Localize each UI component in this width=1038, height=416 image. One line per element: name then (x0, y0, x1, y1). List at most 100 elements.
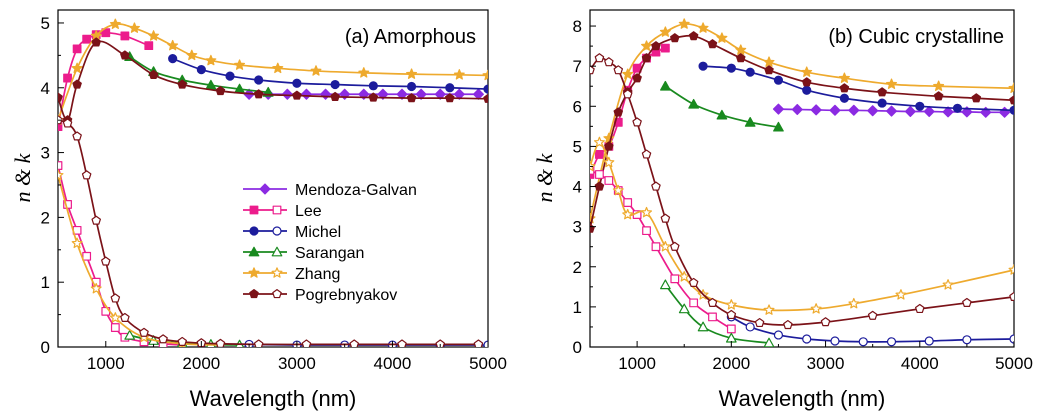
y-tick-label: 2 (573, 258, 582, 277)
y-tick-label: 6 (573, 97, 582, 116)
data-point-zhang-k (109, 312, 121, 323)
data-point-michel-n (802, 85, 812, 95)
data-point-pogrebnyakov-k (110, 293, 121, 303)
legend-marker-n (249, 205, 259, 215)
data-point-michel-k (1009, 334, 1014, 344)
data-point-lee-k (58, 161, 63, 170)
data-point-pogrebnyakov-n (736, 53, 746, 63)
data-point-mendoza-galvan-n (885, 105, 898, 117)
y-tick-label: 4 (41, 79, 50, 98)
data-point-michel-k (924, 336, 934, 346)
data-point-lee-k (708, 312, 717, 322)
series-line-michel-n (703, 65, 1014, 112)
data-point-pogrebnyakov-n (651, 41, 661, 51)
data-point-mendoza-galvan-n (810, 104, 822, 116)
data-point-michel-n (330, 79, 340, 90)
data-point-sarangan-n (716, 109, 728, 120)
data-point-zhang-k (810, 303, 822, 314)
data-point-pogrebnyakov-n (72, 79, 82, 89)
data-point-pogrebnyakov-n (594, 181, 605, 191)
data-point-pogrebnyakov-n (1009, 95, 1014, 105)
series-line-pogrebnyakov-n (590, 34, 1014, 229)
series-line-sarangan-n (664, 85, 779, 128)
data-point-michel-n (839, 93, 849, 103)
data-point-sarangan-n (773, 121, 784, 132)
data-point-pogrebnyakov-n (877, 87, 887, 97)
data-point-michel-n (368, 81, 378, 91)
data-point-michel-n (196, 65, 206, 75)
panel-title-b: (b) Cubic crystalline (828, 26, 1004, 48)
x-tick-label: 4000 (374, 354, 412, 373)
data-point-michel-n (292, 78, 302, 88)
data-point-zhang-k (603, 156, 615, 168)
y-tick-label: 0 (573, 338, 582, 357)
series-group-a (58, 18, 488, 347)
data-point-zhang-n (801, 66, 813, 77)
data-point-michel-n (445, 83, 455, 93)
data-point-lee-k (110, 323, 120, 332)
panel-cubic-crystalline: 1000 2000 3000 4000 5000 0 1 2 3 4 5 6 7 8 (b) Cubic… (532, 9, 1033, 411)
x-tick-label: 1000 (618, 354, 656, 373)
data-point-zhang-n (1008, 82, 1014, 93)
x-tick-label: 2000 (712, 354, 750, 373)
data-point-lee-n (63, 73, 72, 83)
data-point-sarangan-k (763, 337, 775, 347)
x-tick-label: 1000 (87, 354, 125, 373)
legend-label: Lee (295, 203, 322, 220)
data-point-zhang-k (612, 184, 624, 196)
legend-label: Zhang (295, 266, 340, 283)
data-point-pogrebnyakov-k (707, 297, 718, 307)
x-ticks-a: 1000 2000 3000 4000 5000 (57, 341, 507, 373)
data-point-zhang-n (128, 22, 140, 33)
legend-marker-n (259, 183, 271, 195)
data-point-zhang-n (453, 69, 465, 80)
data-point-pogrebnyakov-n (688, 31, 699, 41)
data-point-pogrebnyakov-n (177, 79, 187, 89)
data-point-pogrebnyakov-k (613, 65, 624, 75)
data-point-pogrebnyakov-k (622, 89, 633, 99)
plot-frame-a (57, 9, 489, 348)
y-tick-label: 0 (41, 338, 50, 357)
data-point-zhang-n (205, 54, 217, 66)
legend-item-michel: Michel (243, 224, 341, 241)
data-point-pogrebnyakov-k (158, 334, 168, 344)
x-tick-label: 5000 (995, 354, 1033, 373)
data-point-mendoza-galvan-n (300, 88, 312, 100)
data-point-mendoza-galvan-n (829, 104, 841, 116)
data-point-michel-n (877, 98, 887, 108)
data-point-pogrebnyakov-k (867, 310, 878, 320)
data-point-pogrebnyakov-n (632, 73, 642, 83)
legend-marker-n (248, 267, 260, 278)
y-axis-label-b: n & k (532, 152, 557, 202)
legend-label: Pogrebnyakov (295, 287, 397, 304)
data-point-zhang-n (71, 62, 83, 74)
data-point-pogrebnyakov-k (435, 339, 445, 347)
legend-label: Mendoza-Galvan (295, 182, 417, 199)
data-point-pogrebnyakov-k (72, 131, 82, 141)
data-point-sarangan-n (688, 98, 699, 109)
data-point-pogrebnyakov-k (397, 339, 407, 347)
data-point-michel-k (830, 336, 840, 346)
data-point-pogrebnyakov-k (604, 57, 614, 67)
y-axis-label-a: n & k (10, 152, 35, 202)
legend-marker-k (272, 205, 282, 215)
data-point-pogrebnyakov-k (670, 241, 680, 251)
data-point-pogrebnyakov-k (81, 170, 92, 180)
data-point-zhang-n (482, 69, 488, 81)
data-point-pogrebnyakov-k (632, 117, 642, 127)
data-point-pogrebnyakov-n (933, 91, 944, 101)
data-point-michel-n (726, 63, 736, 73)
data-point-michel-n (773, 75, 784, 85)
data-point-zhang-k (659, 240, 671, 252)
data-point-lee-k (604, 176, 614, 185)
data-point-pogrebnyakov-n (148, 69, 159, 79)
legend: Mendoza-Galvan Lee Michel Sarangan Zhang Pogr… (243, 182, 417, 304)
data-point-mendoza-galvan-n (942, 106, 954, 118)
data-point-lee-k (689, 298, 699, 308)
data-point-zhang-n (886, 78, 897, 89)
legend-label: Michel (295, 224, 341, 241)
data-point-pogrebnyakov-n (971, 93, 982, 103)
data-point-michel-k (483, 340, 488, 347)
data-point-michel-n (915, 101, 925, 111)
